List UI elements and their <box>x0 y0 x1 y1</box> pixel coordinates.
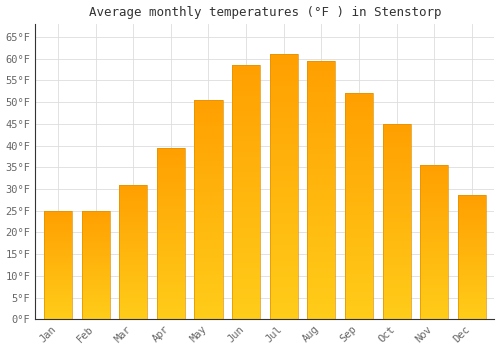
Bar <box>194 100 222 319</box>
Bar <box>382 124 410 319</box>
Bar <box>308 61 336 319</box>
Bar <box>232 65 260 319</box>
Bar <box>44 211 72 319</box>
Title: Average monthly temperatures (°F ) in Stenstorp: Average monthly temperatures (°F ) in St… <box>88 6 441 19</box>
Bar <box>420 165 448 319</box>
Bar <box>458 195 486 319</box>
Bar <box>345 93 373 319</box>
Bar <box>119 184 148 319</box>
Bar <box>82 211 110 319</box>
Bar <box>157 148 185 319</box>
Bar <box>270 54 298 319</box>
